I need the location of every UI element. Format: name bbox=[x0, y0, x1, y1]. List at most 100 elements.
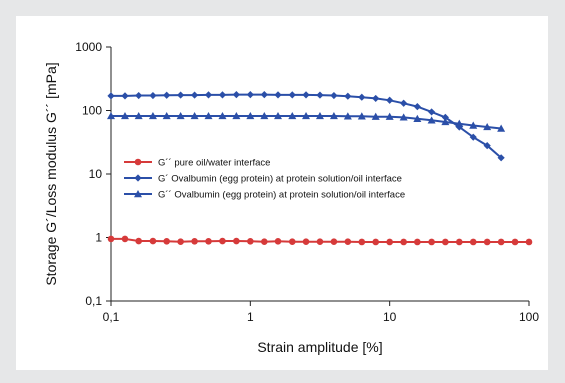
data-point bbox=[107, 111, 115, 120]
data-point bbox=[413, 114, 422, 123]
data-point bbox=[148, 111, 157, 120]
data-point bbox=[344, 92, 352, 100]
legend-item: G´´ pure oil/water interface bbox=[124, 158, 270, 169]
data-point bbox=[302, 238, 310, 245]
data-point bbox=[288, 91, 296, 99]
legend: G´´ pure oil/water interface G´ Ovalbumin… bbox=[124, 158, 405, 201]
data-point bbox=[497, 124, 506, 132]
x-tick-label: 0,1 bbox=[103, 310, 120, 324]
data-point bbox=[315, 111, 324, 120]
data-point bbox=[274, 91, 282, 99]
x-tick-label: 100 bbox=[519, 310, 539, 324]
data-point bbox=[497, 154, 505, 162]
data-point bbox=[246, 111, 255, 120]
data-point bbox=[274, 238, 282, 245]
y-tick-label: 0,1 bbox=[85, 294, 102, 308]
data-point bbox=[343, 112, 352, 120]
data-point bbox=[316, 238, 324, 245]
legend-marker bbox=[134, 190, 142, 198]
data-point bbox=[205, 238, 212, 245]
data-point bbox=[219, 237, 226, 245]
data-point bbox=[135, 91, 143, 100]
x-tick-label: 10 bbox=[383, 310, 397, 324]
data-point bbox=[204, 111, 213, 120]
legend-item: G´´ Ovalbumin (egg protein) at protein s… bbox=[124, 190, 405, 201]
data-point bbox=[400, 238, 407, 246]
x-axis-title: Strain amplitude [%] bbox=[257, 339, 382, 355]
data-point bbox=[120, 111, 129, 120]
data-point bbox=[525, 238, 533, 246]
data-point bbox=[302, 91, 310, 99]
data-point bbox=[455, 119, 464, 127]
tick-marks: 0,1 1 10 100 0,1 1 10 100 1000 bbox=[75, 40, 539, 324]
data-point bbox=[107, 92, 115, 100]
data-point bbox=[190, 91, 199, 99]
data-point bbox=[386, 238, 393, 246]
data-point bbox=[149, 237, 157, 245]
chart-svg: 0,1 1 10 100 0,1 1 10 100 1000 G´´ pure oil/wate… bbox=[43, 40, 539, 355]
legend-marker bbox=[134, 158, 142, 166]
data-point bbox=[218, 91, 227, 99]
data-point bbox=[330, 238, 338, 245]
y-tick-label: 1 bbox=[95, 231, 102, 245]
y-axis-title: Storage G´/Loss modulus G´´ [mPa] bbox=[43, 62, 59, 285]
data-point bbox=[385, 112, 394, 120]
data-point bbox=[330, 91, 338, 100]
data-point bbox=[232, 90, 240, 99]
data-point bbox=[469, 238, 477, 246]
series-layer bbox=[107, 90, 533, 246]
data-point bbox=[400, 99, 408, 107]
y-tick-label: 100 bbox=[82, 104, 102, 118]
data-point bbox=[455, 238, 463, 246]
data-point bbox=[427, 116, 436, 124]
data-point bbox=[413, 103, 421, 111]
data-point bbox=[441, 113, 449, 121]
data-point bbox=[357, 112, 366, 120]
data-point bbox=[414, 238, 421, 246]
data-point bbox=[428, 108, 436, 116]
data-point bbox=[372, 238, 380, 246]
data-point bbox=[483, 238, 491, 246]
data-point bbox=[163, 238, 170, 245]
data-point bbox=[511, 238, 519, 246]
data-point bbox=[107, 235, 115, 243]
data-point bbox=[288, 238, 296, 245]
data-point bbox=[358, 93, 366, 101]
series-2 bbox=[107, 90, 505, 162]
data-point bbox=[399, 113, 408, 121]
x-tick-label: 1 bbox=[247, 310, 254, 324]
y-tick-label: 10 bbox=[89, 167, 103, 181]
data-point bbox=[386, 96, 394, 104]
data-point bbox=[371, 112, 380, 120]
data-point bbox=[441, 117, 450, 126]
legend-label: G´ Ovalbumin (egg protein) at protein so… bbox=[158, 174, 402, 185]
data-point bbox=[483, 122, 492, 131]
data-point bbox=[191, 238, 198, 245]
data-point bbox=[428, 238, 435, 246]
legend-label: G´´ Ovalbumin (egg protein) at protein s… bbox=[158, 190, 405, 201]
data-point bbox=[483, 142, 491, 150]
data-point bbox=[121, 235, 129, 243]
data-point bbox=[344, 238, 352, 245]
data-point bbox=[162, 111, 171, 120]
legend-marker bbox=[134, 174, 142, 182]
data-point bbox=[302, 111, 311, 120]
data-point bbox=[288, 111, 297, 120]
data-point bbox=[329, 111, 338, 120]
series-3 bbox=[107, 111, 506, 132]
legend-label: G´´ pure oil/water interface bbox=[158, 158, 270, 169]
data-point bbox=[247, 238, 254, 245]
data-point bbox=[218, 111, 227, 120]
series-1 bbox=[107, 235, 533, 246]
data-point bbox=[121, 92, 129, 100]
data-point bbox=[260, 90, 268, 99]
data-point bbox=[163, 91, 171, 99]
data-point bbox=[469, 121, 478, 129]
data-point bbox=[149, 91, 157, 100]
data-point bbox=[274, 111, 283, 120]
data-point bbox=[204, 91, 213, 99]
y-tick-label: 1000 bbox=[75, 40, 102, 54]
data-point bbox=[233, 237, 240, 245]
data-point bbox=[246, 90, 254, 99]
data-point bbox=[190, 111, 199, 120]
